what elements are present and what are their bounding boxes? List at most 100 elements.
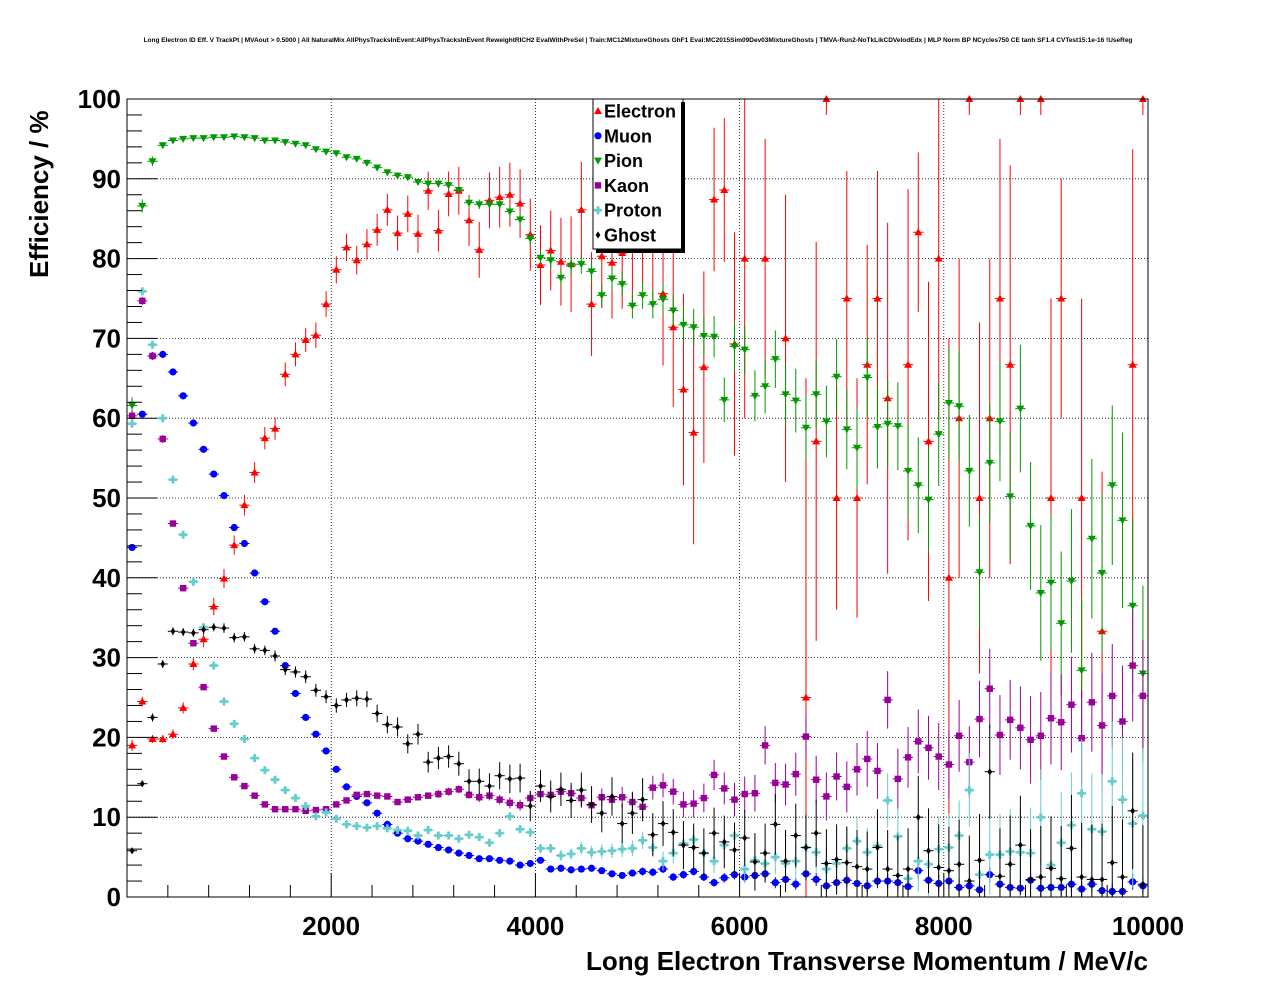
electron-point xyxy=(710,195,719,203)
legend-entry-muon: Muon xyxy=(594,126,652,146)
ghost-point xyxy=(681,841,686,849)
ghost-point xyxy=(1130,807,1136,815)
ghost-point xyxy=(752,858,758,866)
electron-point xyxy=(424,186,433,194)
proton-point xyxy=(209,661,218,670)
ghost-point xyxy=(129,847,135,855)
electron-point xyxy=(873,294,882,302)
muon-point xyxy=(649,868,657,876)
electron-point xyxy=(546,246,555,254)
pion-point xyxy=(934,431,943,439)
kaon-point xyxy=(945,761,953,768)
electron-point xyxy=(1006,360,1015,368)
ghost-point xyxy=(732,846,737,854)
ghost-point xyxy=(507,775,513,783)
pion-point xyxy=(955,403,964,411)
muon-point xyxy=(128,543,136,552)
pion-point xyxy=(413,178,422,186)
proton-point xyxy=(230,719,239,728)
kaon-point xyxy=(190,640,197,647)
axis-ticks: 2000 4000 6000 8000 10000 0 10 20 30 40 50 60 70 80 90… xyxy=(78,84,1185,941)
ghost-point xyxy=(323,693,329,701)
proton-point xyxy=(332,814,341,823)
proton-point xyxy=(403,826,412,835)
ghost-point xyxy=(242,633,247,641)
ghost-point xyxy=(844,859,850,867)
proton-point xyxy=(597,847,606,856)
proton-point xyxy=(260,766,269,775)
kaon-point xyxy=(128,412,136,420)
muon-point xyxy=(720,874,728,882)
ghost-point xyxy=(721,838,727,846)
muon-point xyxy=(291,689,300,698)
electron-point xyxy=(465,216,474,224)
pion-point xyxy=(454,186,463,194)
kaon-point xyxy=(210,725,217,732)
ghost-point xyxy=(446,752,452,761)
proton-point xyxy=(189,577,198,586)
pion-point xyxy=(1118,517,1127,525)
electron-point xyxy=(801,693,810,701)
pion-point xyxy=(475,201,484,209)
kaon-point xyxy=(1047,715,1055,722)
proton-point xyxy=(413,831,422,840)
kaon-point xyxy=(1078,734,1085,742)
ghost-point xyxy=(344,696,349,704)
legend-marker-pion xyxy=(594,157,602,165)
kaon-point xyxy=(241,782,248,790)
ghost-point xyxy=(854,863,860,871)
pion-point xyxy=(710,333,719,341)
proton-point xyxy=(291,794,300,803)
electron-point xyxy=(934,254,943,262)
proton-point xyxy=(577,844,586,853)
ghost-point xyxy=(834,855,839,864)
muon-point xyxy=(434,843,443,852)
proton-point xyxy=(311,812,320,821)
electron-point xyxy=(597,252,606,260)
electron-point xyxy=(1057,294,1066,302)
ghost-point xyxy=(926,847,931,855)
proton-point xyxy=(505,812,514,821)
ghost-point xyxy=(762,849,768,857)
proton-point xyxy=(1138,811,1147,820)
ghost-point xyxy=(1069,844,1074,852)
kaon-point xyxy=(455,786,463,793)
electron-point xyxy=(209,602,218,610)
proton-point xyxy=(740,865,749,874)
proton-point xyxy=(607,846,616,855)
pion-point xyxy=(168,137,177,145)
proton-point xyxy=(659,857,668,866)
y-tick-label: 80 xyxy=(92,244,121,274)
pion-point xyxy=(1006,493,1015,501)
ghost-point xyxy=(517,774,523,782)
proton-point xyxy=(342,820,351,829)
pion-point xyxy=(240,134,249,142)
ghost-point xyxy=(803,843,809,852)
ghost-point xyxy=(476,777,482,785)
electron-point xyxy=(250,468,259,476)
muon-point xyxy=(302,713,310,722)
pion-point xyxy=(944,400,953,408)
kaon-point xyxy=(179,584,187,592)
pion-point xyxy=(1128,602,1137,610)
muon-point xyxy=(547,865,555,873)
ghost-point xyxy=(895,871,901,880)
ghost-point xyxy=(1099,875,1105,884)
kaon-point xyxy=(1027,736,1034,743)
electron-point xyxy=(853,494,862,501)
electron-point xyxy=(301,335,310,343)
ghost-point xyxy=(538,782,543,790)
pion-point xyxy=(618,281,627,289)
pion-point xyxy=(189,135,198,143)
muon-point xyxy=(230,523,238,532)
pion-point xyxy=(1087,535,1096,543)
kaon-point xyxy=(465,791,473,799)
muon-point xyxy=(312,730,320,738)
pion-point xyxy=(128,402,137,410)
ghost-point xyxy=(670,828,676,836)
ghost-point xyxy=(711,829,717,837)
ghost-point xyxy=(1017,841,1023,849)
pion-point xyxy=(669,307,678,315)
pion-point xyxy=(832,373,841,381)
ghost-point xyxy=(905,865,911,873)
